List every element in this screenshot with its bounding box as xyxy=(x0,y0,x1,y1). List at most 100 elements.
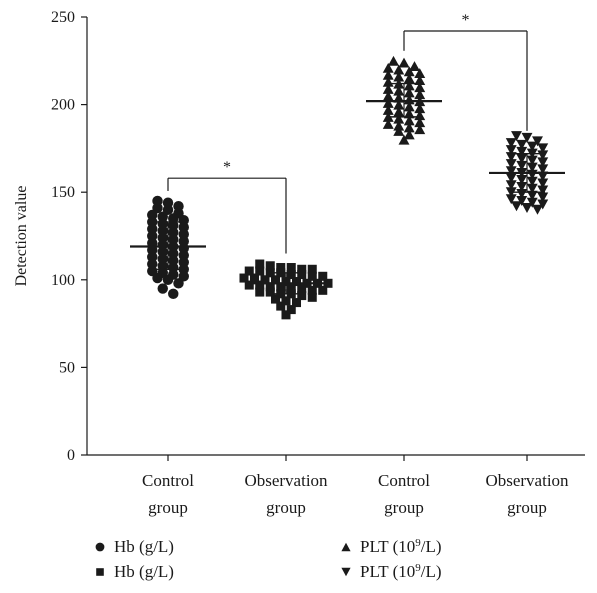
data-point xyxy=(403,115,415,126)
data-point xyxy=(286,270,296,280)
data-point xyxy=(318,271,328,281)
data-point xyxy=(286,305,296,315)
series-group xyxy=(239,259,333,320)
data-point xyxy=(276,301,286,311)
data-point xyxy=(323,278,333,288)
data-point xyxy=(505,194,517,205)
x-category-label: Control xyxy=(142,471,194,490)
data-point xyxy=(393,125,405,136)
data-point xyxy=(152,272,163,284)
data-point xyxy=(255,287,265,297)
series-group xyxy=(130,195,206,300)
y-tick-label: 50 xyxy=(59,359,75,376)
data-point xyxy=(276,282,286,292)
data-point xyxy=(414,82,426,93)
data-point xyxy=(382,104,394,115)
data-point xyxy=(516,188,528,199)
data-point xyxy=(414,103,426,114)
x-category-label: Control xyxy=(378,471,430,490)
data-point xyxy=(516,153,528,164)
data-point xyxy=(505,152,517,163)
data-point xyxy=(414,117,426,128)
data-point xyxy=(505,173,517,184)
data-point xyxy=(286,263,296,273)
data-point xyxy=(414,124,426,135)
data-point xyxy=(249,273,260,283)
data-point xyxy=(414,75,426,86)
data-point xyxy=(297,291,307,301)
legend-label: PLT (109/L) xyxy=(360,537,442,556)
data-point xyxy=(403,87,415,98)
data-point xyxy=(168,288,179,300)
data-point xyxy=(511,201,522,212)
data-point xyxy=(157,283,168,294)
data-point xyxy=(382,97,394,108)
data-point xyxy=(382,69,394,80)
legend-item: Hb (g/L) xyxy=(95,537,174,556)
data-point xyxy=(382,118,394,129)
data-point xyxy=(414,89,426,100)
data-point xyxy=(382,76,394,87)
legend-item: PLT (109/L) xyxy=(341,537,442,556)
data-point xyxy=(526,176,538,187)
x-category-label: group xyxy=(266,498,306,517)
y-tick-label: 100 xyxy=(51,272,75,289)
data-point xyxy=(403,129,415,140)
data-point xyxy=(537,164,549,175)
x-category-label: Observation xyxy=(485,471,569,490)
data-point xyxy=(403,108,415,119)
x-category-label: group xyxy=(507,498,547,517)
data-point xyxy=(505,180,517,191)
data-point xyxy=(516,195,528,206)
data-point xyxy=(291,298,302,308)
data-point xyxy=(526,141,538,152)
data-point xyxy=(414,110,426,121)
data-point xyxy=(537,185,549,196)
data-point xyxy=(239,273,249,283)
data-point xyxy=(537,157,549,168)
data-point xyxy=(244,266,254,276)
data-point xyxy=(281,310,291,320)
data-point xyxy=(307,264,317,274)
data-point xyxy=(307,271,317,281)
data-point xyxy=(393,99,405,110)
y-axis-title: Detection value xyxy=(13,186,30,287)
data-point xyxy=(516,146,528,157)
data-point xyxy=(393,85,405,96)
data-point xyxy=(505,145,517,156)
data-point xyxy=(255,259,265,269)
data-point xyxy=(307,292,317,302)
significance-bracket: * xyxy=(167,159,287,254)
series-group xyxy=(366,55,442,145)
data-point xyxy=(255,266,265,276)
x-category-label: group xyxy=(384,498,424,517)
data-point xyxy=(414,68,426,79)
significance-star: * xyxy=(462,12,470,29)
series-group xyxy=(489,131,565,215)
data-point xyxy=(260,275,270,285)
data-point xyxy=(393,71,405,82)
data-point xyxy=(382,90,394,101)
y-tick-label: 250 xyxy=(51,9,75,26)
data-point xyxy=(173,278,184,289)
x-category-label: Observation xyxy=(244,471,328,490)
significance-bracket: * xyxy=(403,12,528,131)
data-point xyxy=(393,64,405,75)
legend-label: Hb (g/L) xyxy=(114,537,174,556)
data-point xyxy=(255,280,265,290)
data-point xyxy=(403,122,415,133)
data-point xyxy=(526,197,538,208)
data-point xyxy=(297,264,307,274)
data-point xyxy=(398,57,410,68)
data-point xyxy=(270,294,281,304)
data-point xyxy=(286,284,296,294)
data-point xyxy=(537,143,549,154)
legend-label: PLT (109/L) xyxy=(360,562,442,581)
data-point xyxy=(388,55,399,66)
data-point xyxy=(265,287,275,297)
data-point xyxy=(537,199,549,210)
data-point xyxy=(403,73,415,84)
data-point xyxy=(307,285,317,295)
data-point xyxy=(382,83,394,94)
